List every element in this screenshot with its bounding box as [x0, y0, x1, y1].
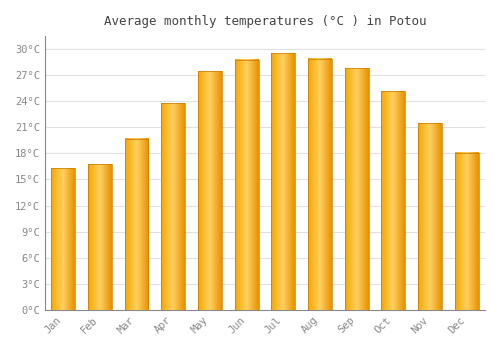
Bar [88, 164, 112, 310]
Bar [454, 153, 478, 310]
Title: Average monthly temperatures (°C ) in Potou: Average monthly temperatures (°C ) in Po… [104, 15, 426, 28]
Bar [272, 54, 295, 310]
Bar [344, 68, 368, 310]
Bar [308, 59, 332, 310]
Bar [382, 91, 405, 310]
Bar [234, 60, 258, 310]
Bar [52, 168, 75, 310]
Bar [162, 103, 185, 310]
Bar [418, 123, 442, 310]
Bar [198, 71, 222, 310]
Bar [124, 139, 148, 310]
